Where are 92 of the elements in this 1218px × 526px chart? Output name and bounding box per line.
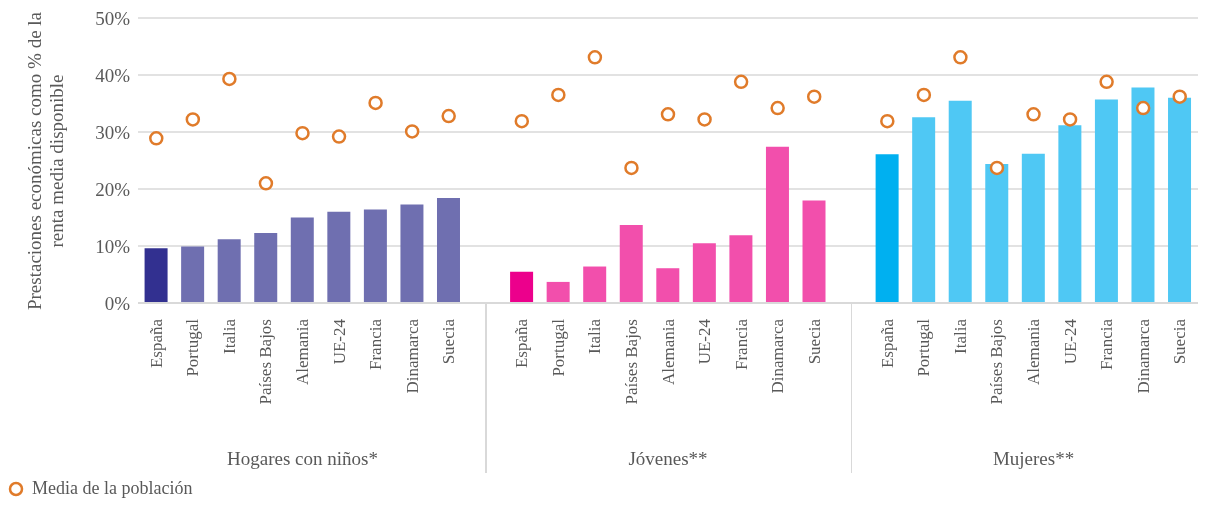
- bar: [1021, 153, 1045, 303]
- bar: [985, 163, 1009, 303]
- bar: [510, 271, 534, 303]
- point: [660, 107, 676, 122]
- bar: [619, 224, 643, 303]
- x-tick-label: Italia: [585, 318, 605, 354]
- bar: [1058, 125, 1082, 303]
- bar: [144, 248, 168, 303]
- x-tick-label: UE-24: [329, 318, 349, 365]
- point: [295, 125, 310, 141]
- point: [368, 95, 383, 111]
- point: [697, 112, 712, 127]
- point: [880, 113, 895, 129]
- x-tick-label: UE-24: [1060, 318, 1080, 365]
- x-tick-label: Países Bajos: [256, 319, 276, 405]
- x-tick-label: Alemania: [292, 318, 312, 386]
- x-tick-label: Francia: [1097, 318, 1117, 370]
- bar: [1168, 97, 1192, 303]
- x-tick-label: España: [146, 318, 166, 369]
- y-tick-label: 10%: [95, 235, 131, 257]
- point: [258, 176, 274, 191]
- point: [953, 50, 968, 65]
- x-tick-label: Países Bajos: [621, 319, 641, 405]
- x-tick-label: Dinamarca: [768, 318, 788, 394]
- x-tick-label: Suecia: [439, 318, 459, 365]
- bar: [1131, 87, 1155, 303]
- x-tick-label: Dinamarca: [1133, 318, 1153, 394]
- bar: [327, 211, 351, 303]
- x-tick-label: Suecia: [804, 318, 824, 365]
- text: Mujeres**: [991, 448, 1076, 470]
- text: Hogares con niños*: [226, 448, 379, 470]
- x-tick-label: Portugal: [183, 318, 203, 377]
- point: [1026, 107, 1041, 122]
- bar: [217, 239, 241, 303]
- x-tick-label: Portugal: [914, 318, 934, 377]
- point: [1099, 74, 1114, 90]
- bar: [400, 204, 424, 303]
- y-tick-label: 40%: [95, 64, 131, 86]
- bar: [656, 268, 680, 303]
- x-tick-label: Dinamarca: [402, 318, 422, 394]
- bar: [1094, 99, 1118, 303]
- x-tick-label: Francia: [731, 318, 751, 370]
- bar: [363, 209, 387, 303]
- y-tick-label: 0%: [104, 292, 131, 314]
- x-tick-label: UE-24: [695, 318, 715, 365]
- point: [1172, 89, 1187, 104]
- point: [551, 87, 566, 103]
- point: [1135, 100, 1151, 116]
- x-tick-label: Alemania: [1024, 318, 1044, 386]
- point: [587, 50, 603, 65]
- x-tick-label: Países Bajos: [987, 319, 1007, 405]
- bar: [290, 217, 314, 303]
- bar: [729, 235, 753, 303]
- x-tick-label: Italia: [950, 318, 970, 354]
- y-axis-title: Prestaciones económicas como % de la renta media disponible: [24, 10, 68, 311]
- point: [733, 74, 749, 90]
- bar: [765, 146, 789, 303]
- x-tick-label: Francia: [366, 318, 386, 370]
- legend-label: Media de la población: [32, 478, 193, 499]
- point: [185, 112, 201, 127]
- x-tick-label: Italia: [219, 318, 239, 354]
- bar: [692, 243, 716, 303]
- bar: [802, 200, 826, 303]
- bar: [948, 100, 972, 303]
- bar: [875, 154, 899, 303]
- point: [149, 131, 164, 146]
- y-tick-label: 50%: [95, 7, 131, 29]
- point: [989, 160, 1005, 176]
- x-tick-label: Portugal: [548, 318, 568, 377]
- point: [514, 113, 530, 129]
- point: [916, 87, 932, 103]
- point: [404, 124, 420, 139]
- bar: [254, 232, 278, 303]
- x-tick-label: Suecia: [1170, 318, 1190, 365]
- text: Jóvenes**: [627, 448, 709, 470]
- x-tick-label: España: [877, 318, 897, 369]
- point: [441, 108, 456, 124]
- y-tick-label: 30%: [95, 121, 131, 143]
- bar: [546, 281, 570, 303]
- point: [624, 160, 639, 176]
- bar: [583, 266, 607, 303]
- point: [331, 129, 347, 144]
- y-tick-label: 20%: [95, 178, 131, 200]
- point: [806, 89, 822, 104]
- x-tick-label: Alemania: [658, 318, 678, 386]
- bar: [912, 117, 936, 303]
- point: [1062, 112, 1078, 127]
- bar: [181, 246, 205, 303]
- point: [770, 100, 785, 116]
- x-tick-label: España: [512, 318, 532, 369]
- point: [222, 71, 237, 87]
- bar: [436, 198, 460, 303]
